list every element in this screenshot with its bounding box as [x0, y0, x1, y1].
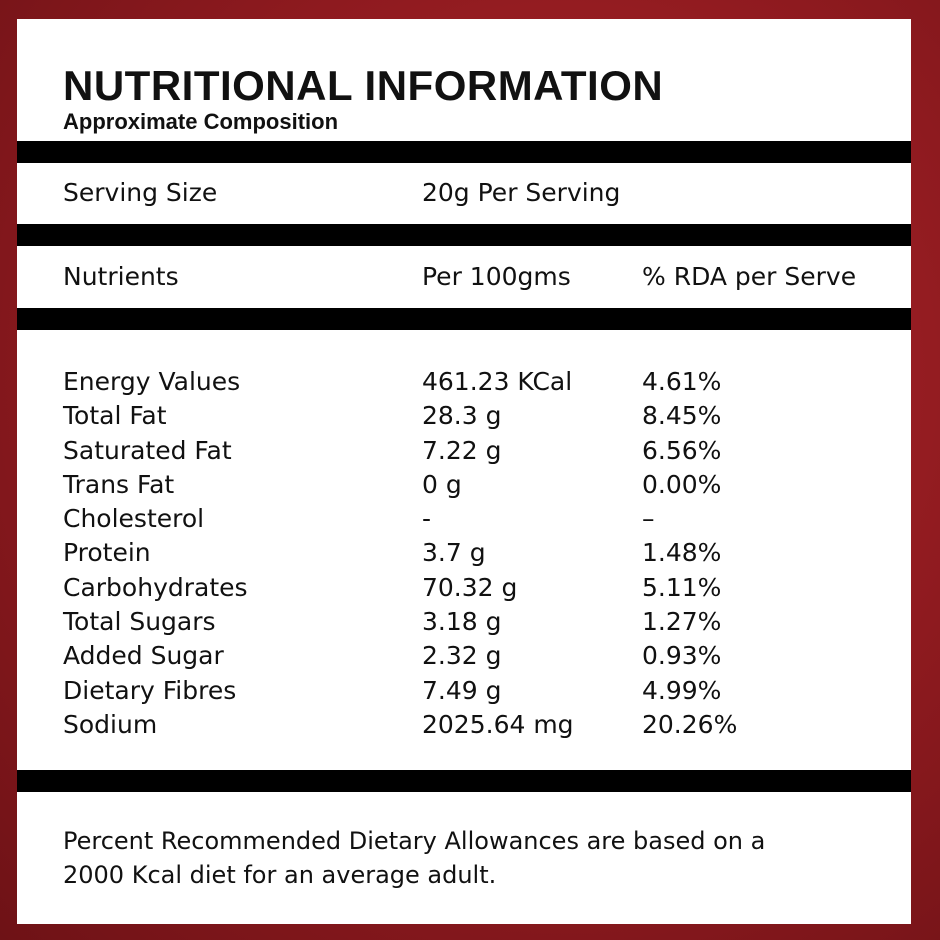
nutrient-per-100: - — [422, 504, 432, 534]
nutrient-name: Carbohydrates — [63, 572, 248, 602]
nutrient-rda: 4.99% — [642, 675, 722, 705]
nutrient-name: Sodium — [63, 709, 158, 739]
nutrient-per-100: 3.18 g — [422, 607, 502, 637]
divider-bar — [17, 308, 911, 330]
divider-bar — [17, 770, 911, 792]
table-row: Dietary Fibres 7.49 g 4.99% — [17, 676, 911, 710]
footnote-line: Percent Recommended Dietary Allowances a… — [63, 827, 766, 855]
table-row: Cholesterol - – — [17, 504, 911, 538]
nutrient-rda: 0.00% — [642, 469, 722, 499]
nutrient-per-100: 2025.64 mg — [422, 709, 574, 739]
serving-size-label: Serving Size — [63, 178, 218, 207]
page-subtitle: Approximate Composition — [63, 109, 339, 134]
column-header-nutrients: Nutrients — [63, 262, 179, 291]
nutrient-per-100: 461.23 KCal — [422, 367, 573, 396]
nutrient-name: Total Sugars — [63, 607, 216, 637]
nutrient-name: Saturated Fat — [63, 435, 232, 465]
footnote: Percent Recommended Dietary Allowances a… — [63, 824, 883, 892]
column-header-per-100: Per 100gms — [422, 262, 571, 291]
divider-bar — [17, 224, 911, 246]
table-row: Total Fat 28.3 g 8.45% — [17, 401, 911, 435]
nutrient-name: Added Sugar — [63, 641, 224, 671]
nutrient-name: Cholesterol — [63, 504, 205, 534]
table-row: Saturated Fat 7.22 g 6.56% — [17, 436, 911, 470]
footnote-line: 2000 Kcal diet for an average adult. — [63, 861, 497, 889]
nutrient-rda: 4.61% — [642, 367, 722, 396]
nutrient-rda: 8.45% — [642, 401, 722, 431]
page-title: NUTRITIONAL INFORMATION — [63, 62, 664, 109]
nutrient-rda: 6.56% — [642, 435, 722, 465]
nutrient-per-100: 28.3 g — [422, 401, 502, 431]
table-row: Sodium 2025.64 mg 20.26% — [17, 710, 911, 744]
column-header-rda: % RDA per Serve — [642, 262, 857, 291]
nutrient-rda: 5.11% — [642, 572, 722, 602]
nutrient-rda: – — [642, 504, 655, 534]
nutrient-name: Dietary Fibres — [63, 675, 237, 705]
nutrient-rda: 0.93% — [642, 641, 722, 671]
nutrition-label-panel: NUTRITIONAL INFORMATION Approximate Comp… — [17, 19, 911, 924]
table-row: Energy Values 461.23 KCal 4.61% — [17, 367, 911, 401]
nutrient-per-100: 3.7 g — [422, 538, 486, 568]
nutrient-table: Energy Values 461.23 KCal 4.61% Total Fa… — [17, 367, 911, 744]
nutrient-per-100: 2.32 g — [422, 641, 502, 671]
nutrient-name: Trans Fat — [63, 469, 175, 499]
nutrient-per-100: 0 g — [422, 469, 462, 499]
nutrient-rda: 20.26% — [642, 709, 738, 739]
table-row: Added Sugar 2.32 g 0.93% — [17, 641, 911, 675]
nutrient-rda: 1.48% — [642, 538, 722, 568]
divider-bar — [17, 141, 911, 163]
nutrient-name: Energy Values — [63, 367, 241, 396]
table-row: Trans Fat 0 g 0.00% — [17, 470, 911, 504]
nutrient-per-100: 7.49 g — [422, 675, 502, 705]
nutrient-rda: 1.27% — [642, 607, 722, 637]
nutrient-per-100: 70.32 g — [422, 572, 518, 602]
nutrient-name: Protein — [63, 538, 151, 568]
table-row: Total Sugars 3.18 g 1.27% — [17, 607, 911, 641]
nutrient-per-100: 7.22 g — [422, 435, 502, 465]
table-row: Protein 3.7 g 1.48% — [17, 538, 911, 572]
nutrient-name: Total Fat — [63, 401, 167, 431]
table-row: Carbohydrates 70.32 g 5.11% — [17, 573, 911, 607]
serving-size-value: 20g Per Serving — [422, 178, 621, 207]
